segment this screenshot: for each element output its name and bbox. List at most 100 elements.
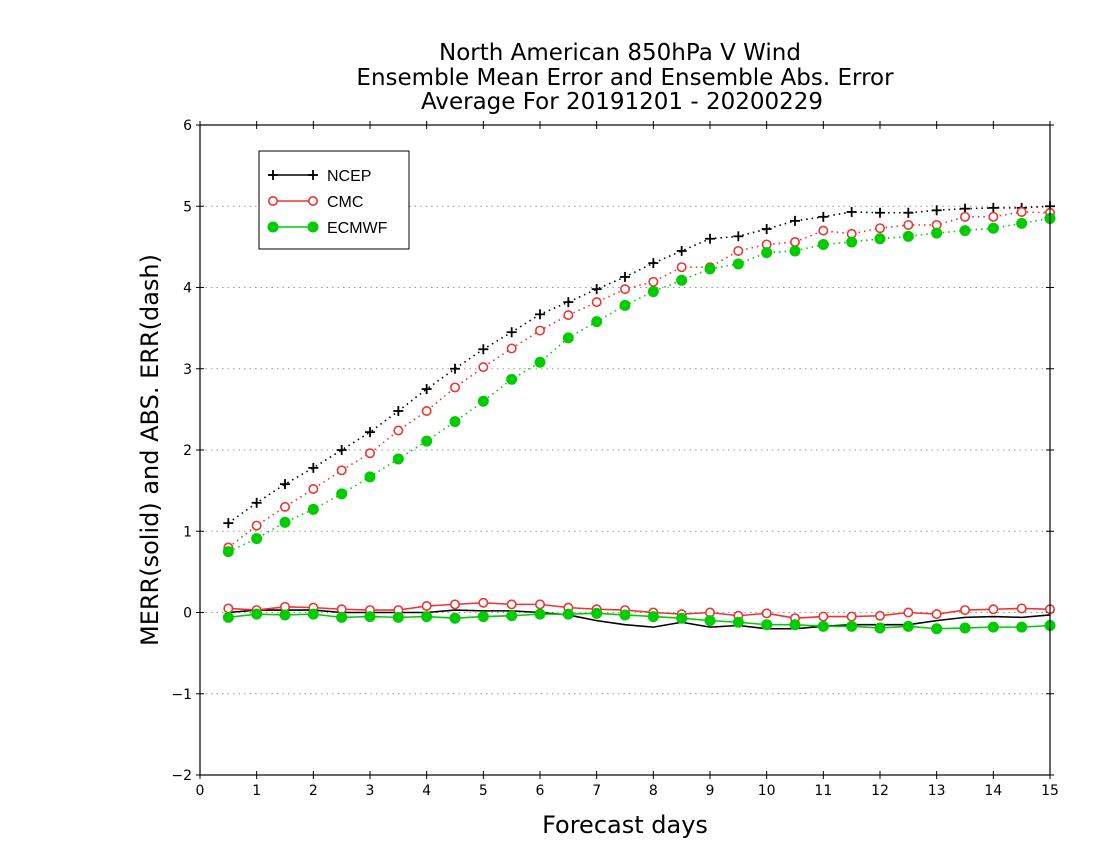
ecmwf-mean-error-point (364, 611, 376, 623)
y-tick-label: 2 (183, 443, 192, 459)
legend-marker (308, 170, 318, 180)
ecmwf-mean-error-point (732, 616, 744, 628)
y-tick-label: 3 (183, 362, 192, 378)
cmc-abs-error-point (619, 284, 630, 295)
cmc-abs-error-point (308, 483, 319, 494)
y-tick-label: 0 (183, 606, 192, 622)
legend-marker (307, 196, 318, 207)
x-tick-label: 7 (592, 783, 601, 799)
y-tick-label: 4 (183, 281, 192, 297)
ecmwf-abs-error-point (902, 230, 914, 242)
ecmwf-abs-error-point (307, 503, 319, 515)
ecmwf-mean-error-point (307, 608, 319, 620)
cmc-abs-error-point (789, 237, 800, 248)
ncep-abs-error-line (227, 205, 1051, 524)
ncep-abs-error-point (790, 215, 800, 226)
x-tick-label: 8 (649, 783, 658, 799)
cmc-abs-error-point (903, 219, 914, 230)
ncep-abs-error-point (988, 202, 999, 213)
ecmwf-abs-error-point (364, 471, 376, 483)
ecmwf-mean-error-point (279, 609, 291, 621)
legend-marker (267, 221, 279, 233)
y-tick-label: −1 (171, 687, 192, 703)
legend-box (258, 150, 410, 250)
series-lines (222, 201, 1056, 635)
ncep-abs-error-point (761, 224, 772, 234)
cmc-mean-error-point (846, 611, 857, 622)
ecmwf-abs-error-point (421, 435, 433, 447)
cmc-mean-error-point (449, 599, 460, 610)
series-cmc (223, 206, 1056, 624)
ncep-abs-error-point (251, 497, 262, 508)
cmc-mean-error-point (931, 609, 942, 620)
ecmwf-abs-error-point (251, 533, 263, 545)
ecmwf-mean-error-point (846, 620, 858, 632)
ncep-abs-error-point (591, 284, 602, 295)
ncep-abs-error-point (393, 406, 404, 416)
ecmwf-mean-error-point (987, 621, 999, 633)
ecmwf-mean-error-point (874, 622, 886, 634)
ecmwf-mean-error-point (421, 611, 433, 623)
cmc-abs-error-point (818, 225, 829, 236)
ncep-abs-error-point (818, 211, 829, 222)
ecmwf-mean-error-point (647, 611, 659, 623)
ecmwf-abs-error-point (959, 225, 971, 237)
ncep-abs-error-point (535, 309, 545, 320)
ncep-abs-error-point (450, 363, 460, 374)
ecmwf-mean-error-point (591, 607, 603, 619)
legend-label: CMC (327, 194, 363, 211)
legend-item-cmc: CMC (267, 194, 363, 211)
ecmwf-abs-error-point (931, 227, 943, 239)
cmc-mean-error-point (223, 603, 234, 614)
ncep-abs-error-point (648, 258, 659, 269)
ncep-abs-error-point (421, 384, 432, 395)
ecmwf-abs-error-point (761, 247, 773, 259)
ecmwf-mean-error-point (817, 620, 829, 632)
cmc-abs-error-point (364, 448, 375, 459)
cmc-mean-error-point (903, 607, 914, 618)
cmc-abs-error-point (591, 297, 602, 308)
ecmwf-abs-error-point (987, 222, 999, 234)
ecmwf-abs-error-line (227, 217, 1051, 553)
ecmwf-mean-error-point (449, 612, 461, 624)
title-line-1: North American 850hPa V Wind (439, 40, 801, 66)
legend-item-ecmwf: ECMWF (267, 220, 388, 237)
ecmwf-abs-error-point (336, 488, 348, 500)
title-line-2: Ensemble Mean Error and Ensemble Abs. Er… (356, 65, 894, 91)
x-tick-label: 9 (706, 783, 715, 799)
x-tick-label: 10 (758, 783, 776, 799)
y-axis-label: MERR(solid) and ABS. ERR(dash) (136, 254, 164, 646)
cmc-mean-error-point (874, 610, 885, 621)
cmc-mean-error-point (988, 604, 999, 615)
cmc-mean-error-point (761, 608, 772, 619)
x-tick-label: 11 (814, 783, 832, 799)
y-tick-label: 1 (183, 524, 192, 540)
cmc-abs-error-point (733, 245, 744, 256)
cmc-abs-error-point (506, 343, 517, 354)
cmc-mean-error-point (421, 600, 432, 611)
cmc-abs-error-line (227, 211, 1051, 549)
ncep-abs-error-point (620, 271, 630, 282)
cmc-abs-error-point (449, 382, 460, 393)
ecmwf-mean-error-point (619, 609, 631, 621)
legend-item-ncep: NCEP (268, 168, 371, 185)
plot-frame (199, 124, 1051, 776)
ecmwf-mean-error-point (534, 608, 546, 620)
cmc-abs-error-point (1016, 206, 1027, 217)
ncep-abs-error-point (903, 207, 914, 218)
x-tick-label: 12 (871, 783, 889, 799)
ecmwf-abs-error-point (619, 299, 631, 311)
ecmwf-abs-error-point (392, 453, 404, 465)
cmc-abs-error-point (534, 325, 545, 336)
ecmwf-mean-error-point (931, 623, 943, 635)
legend-label: ECMWF (327, 220, 388, 237)
cmc-mean-error-point (818, 611, 829, 622)
ncep-abs-error-point (336, 445, 347, 455)
ecmwf-abs-error-point (279, 516, 291, 528)
series-ncep (223, 201, 1055, 630)
legend: NCEP CMC ECMWF (258, 150, 410, 250)
x-tick-label: 3 (366, 783, 375, 799)
cmc-abs-error-point (279, 501, 290, 512)
ncep-abs-error-point (875, 207, 885, 218)
